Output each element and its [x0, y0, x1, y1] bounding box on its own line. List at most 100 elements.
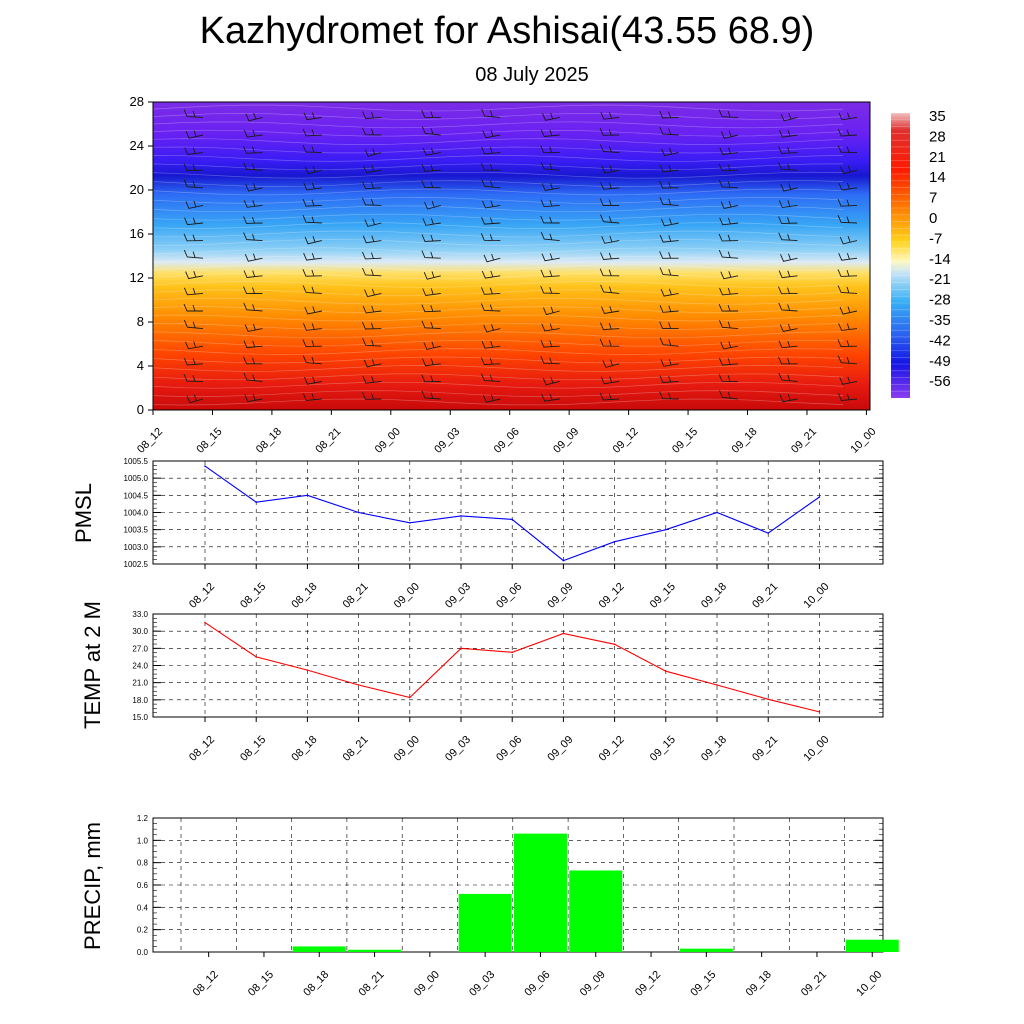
wind-barb [540, 145, 560, 154]
data-point [665, 528, 667, 531]
wind-barb [542, 306, 560, 316]
wind-barb [542, 376, 560, 386]
wind-barb [778, 216, 798, 225]
wind-barb [600, 284, 620, 294]
wind-barb [540, 215, 560, 224]
wind-barb [421, 390, 441, 400]
wind-barb [362, 235, 382, 244]
x-tick-label: 08_15 [238, 581, 268, 611]
wind-barb [837, 285, 858, 294]
data-point [460, 515, 462, 517]
x-tick-label: 08_21 [341, 734, 371, 764]
colorbar-label: -49 [929, 353, 951, 370]
temperature-panel: 33.0 30.0 27.0 24.0 21.0 18.0 15.0 08_12 08_15 08… [80, 601, 884, 764]
data-point [716, 511, 718, 514]
wind-barb [183, 357, 204, 366]
data-point [460, 647, 462, 650]
wind-barb [837, 393, 858, 401]
wind-barb [183, 287, 204, 296]
wind-barb [602, 359, 620, 368]
x-tick-label: 09_12 [597, 734, 627, 764]
data-point [511, 518, 513, 521]
wind-barb [838, 323, 858, 331]
wind-barb [421, 180, 441, 189]
wind-barb [304, 376, 322, 385]
wind-barb [362, 111, 382, 119]
y-tick-label: 21.0 [132, 679, 148, 688]
wind-barb [659, 110, 679, 119]
x-tick-label: 08_12 [187, 581, 217, 611]
wind-barb [244, 253, 263, 262]
x-tick-label: 08_15 [238, 734, 268, 764]
wind-barb [661, 148, 679, 157]
colorbar-label: -35 [929, 312, 951, 329]
wind-barb [304, 236, 323, 245]
x-tick-label: 09_18 [699, 734, 729, 764]
wind-barb [364, 218, 382, 227]
wind-barb [421, 374, 441, 383]
temperature-colorbar: 35 28 21 14 7 0 -7 -14 -21 -28 -35 -42 -49 -56 [891, 108, 951, 398]
y-tick-label: 0.0 [137, 948, 149, 957]
wind-barb [837, 199, 858, 207]
wind-barb [423, 271, 441, 280]
data-point [357, 684, 360, 686]
wind-barb [779, 323, 798, 333]
wind-barb [480, 373, 501, 382]
precip-bar [513, 833, 567, 952]
chart-title: Kazhydromet for Ashisai(43.55 68.9) [199, 10, 815, 52]
wind-barb [364, 288, 382, 298]
wind-barb [245, 183, 263, 192]
wind-barb [185, 271, 204, 280]
wind-barb [243, 232, 263, 242]
x-tick-label: 09_03 [467, 969, 497, 999]
x-tick-label: 09_03 [443, 581, 473, 611]
wind-barb [243, 286, 263, 295]
y-tick-label: 0.4 [137, 903, 149, 912]
y-tick-label: 12 [130, 270, 144, 285]
x-tick-label: 09_15 [670, 426, 700, 456]
wind-barb [303, 112, 322, 121]
data-point [409, 696, 411, 699]
contour-line [152, 314, 844, 322]
y-tick-label: 1003.0 [124, 543, 149, 552]
wind-barb [839, 236, 858, 245]
wind-barb [302, 339, 322, 347]
wind-barb [243, 200, 263, 208]
wind-barb [362, 165, 382, 173]
wind-barb [541, 393, 560, 402]
y-axis-label: PMSL [71, 483, 96, 543]
y-tick-label: 0.8 [137, 859, 149, 868]
wind-barb [839, 376, 858, 385]
wind-barb [718, 233, 739, 242]
wind-barb [720, 341, 739, 350]
wind-barb [540, 356, 560, 365]
data-point [357, 511, 360, 514]
wind-barb [243, 129, 263, 138]
wind-barb [718, 357, 739, 366]
wind-barb [659, 321, 679, 330]
wind-barb [483, 324, 501, 333]
precip-bar [292, 946, 346, 952]
y-tick-label: 28 [130, 94, 144, 109]
colorbar-label: -42 [929, 332, 951, 349]
x-tick-label: 09_15 [688, 969, 718, 999]
precipitation-panel: 1.2 1.0 0.8 0.6 0.4 0.2 0.0 08_12 08_15 08_18 08_2… [80, 814, 899, 999]
colorbar-label: 28 [929, 128, 946, 145]
wind-barb [303, 182, 322, 191]
wind-barb [659, 391, 679, 400]
wind-barb [659, 375, 679, 383]
y-axis-label: TEMP at 2 M [80, 601, 105, 729]
wind-barb [720, 130, 739, 139]
wind-barb [481, 108, 501, 118]
y-tick-label: 1005.0 [124, 474, 149, 483]
wind-barb [302, 128, 322, 137]
wind-barb [541, 253, 560, 262]
x-tick-label: 09_09 [551, 426, 581, 456]
x-tick-label: 09_21 [799, 969, 829, 999]
x-tick-label: 08_12 [191, 969, 221, 999]
wind-barb [184, 341, 204, 350]
wind-barb [540, 269, 560, 278]
precip-bar [845, 939, 899, 952]
wind-barb [422, 358, 441, 367]
wind-barb [540, 231, 560, 242]
